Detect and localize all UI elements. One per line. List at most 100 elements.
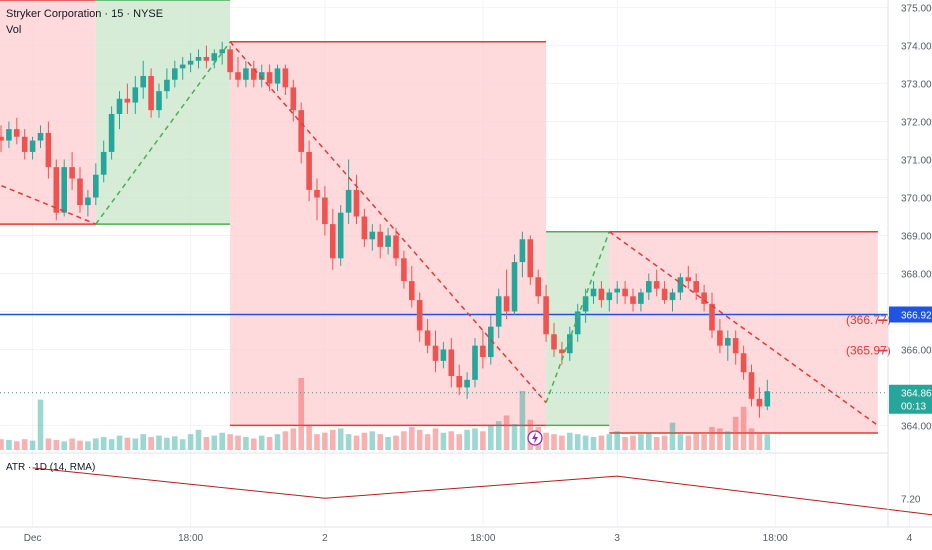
volume-bar — [401, 431, 407, 450]
volume-bar — [582, 435, 589, 450]
lightning-icon-glyph — [532, 432, 538, 444]
volume-bar — [709, 426, 715, 450]
candle-body — [124, 98, 131, 103]
candle-body — [638, 292, 644, 304]
candle-body — [630, 296, 636, 304]
volume-bar — [266, 437, 273, 450]
volume-bar — [748, 428, 755, 450]
volume-bar — [472, 428, 478, 450]
candle-body — [653, 281, 660, 289]
horizontal-level-line[interactable] — [0, 313, 888, 394]
candle-body — [77, 178, 83, 206]
volume-bar — [179, 439, 186, 450]
volume-bar — [108, 439, 115, 450]
candle-body — [456, 376, 462, 388]
candle-body — [393, 235, 399, 259]
candle-body — [472, 345, 478, 380]
down-zone — [877, 320, 888, 351]
candle-body — [622, 288, 628, 297]
candle-body — [330, 224, 336, 259]
candle-body — [93, 174, 99, 198]
volume-bar — [464, 429, 470, 450]
candle-body — [69, 167, 75, 179]
volume-bar — [235, 435, 241, 450]
candle-body — [440, 349, 447, 361]
price-tick-label: 368.00 — [901, 269, 932, 280]
price-tick-label: 372.00 — [901, 118, 932, 129]
volume-bar — [148, 437, 154, 450]
candle-body — [203, 56, 210, 61]
volume-bar — [61, 441, 67, 450]
volume-bar — [77, 440, 83, 450]
volume-bar — [416, 429, 423, 450]
volume-bar — [574, 434, 581, 450]
volume-bar — [132, 438, 139, 450]
volume-bar — [195, 429, 202, 450]
candle-body — [195, 56, 202, 61]
volume-bar — [29, 440, 36, 450]
candle-body — [37, 132, 44, 141]
candle-body — [511, 262, 518, 312]
candle-body — [756, 398, 763, 407]
price-badge-line — [889, 306, 932, 323]
volume-bar — [322, 432, 328, 450]
candle-body — [172, 68, 178, 80]
candle-body — [274, 68, 281, 84]
volume-bar — [37, 399, 44, 450]
candle-body — [701, 292, 707, 304]
candle-body — [590, 288, 597, 297]
volume-bar — [156, 435, 162, 450]
volume-bar — [393, 435, 399, 450]
candle-body — [243, 68, 249, 80]
price-tick-label: 370.00 — [901, 194, 932, 205]
volume-bar — [606, 434, 613, 450]
volume-bar — [622, 437, 628, 450]
volume-legend[interactable]: Vol — [6, 24, 21, 36]
zigzag-segment — [95, 41, 231, 225]
candle-body — [519, 239, 526, 263]
volume-bar — [693, 432, 699, 450]
candle-body — [614, 288, 620, 293]
candle-body — [693, 281, 699, 293]
candle-body — [409, 281, 415, 301]
candle-body — [495, 296, 502, 327]
candle-body — [567, 334, 573, 354]
volume-bar — [314, 434, 320, 450]
price-badge-countdown: 00:13 — [901, 402, 926, 413]
candle-body — [385, 235, 391, 247]
candle-body — [424, 330, 431, 346]
candle-body — [725, 338, 731, 346]
price-tick-label: 364.00 — [901, 421, 932, 432]
candle-body — [266, 72, 273, 84]
volume-bar — [677, 434, 684, 450]
candle-body — [416, 300, 423, 331]
candle-body — [503, 296, 510, 312]
price-tick-label: 371.00 — [901, 156, 932, 167]
candle-body — [140, 75, 146, 88]
volume-bar — [717, 428, 723, 450]
up-zone — [95, 0, 231, 225]
candle-body — [669, 292, 676, 301]
time-tick-label: 18:00 — [470, 533, 495, 544]
candle-body — [108, 113, 115, 152]
time-tick-label: Dec — [24, 533, 42, 544]
volume-bar — [424, 434, 431, 450]
volume-bar — [53, 439, 60, 450]
volume-bar — [116, 435, 123, 450]
volume-bar — [638, 434, 644, 450]
candle-body — [29, 140, 36, 152]
volume-bar — [203, 437, 210, 450]
volume-bar — [756, 432, 763, 450]
volume-bar — [45, 438, 52, 450]
atr-legend: ATR · 1D (14, RMA) — [6, 462, 95, 473]
symbol-title[interactable]: Stryker Corporation · 15 · NYSE — [6, 8, 163, 20]
volume-bar — [488, 425, 494, 450]
candle-body — [432, 345, 439, 361]
candle-body — [0, 136, 4, 141]
volume-bar — [559, 435, 565, 450]
candle-body — [732, 338, 739, 354]
candle-body — [290, 87, 297, 111]
candle-body — [401, 258, 407, 282]
candle-body — [488, 326, 494, 358]
